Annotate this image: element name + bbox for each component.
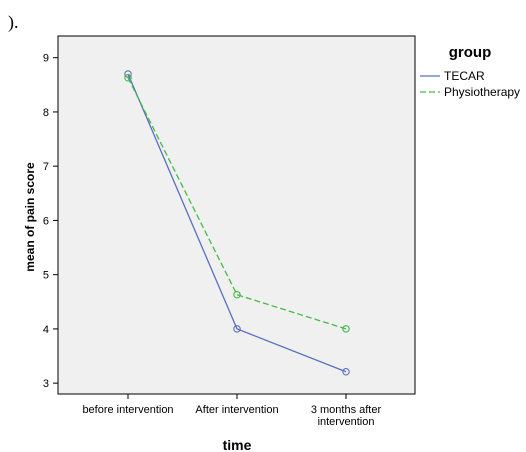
data-point-physiotherapy: [124, 74, 132, 82]
legend: group TECAR Physiotherapy: [420, 44, 520, 99]
data-point-tecar: [233, 325, 241, 333]
y-tick-label: 5: [43, 270, 49, 282]
y-axis-label: mean of pain score: [23, 162, 37, 272]
data-point-tecar: [124, 70, 132, 78]
x-axis: before intervention After intervention 3 m…: [82, 394, 381, 428]
data-point-tecar: [342, 368, 350, 376]
series-layer: [124, 70, 350, 376]
x-tick-label: 3 months after intervention: [311, 404, 382, 428]
y-tick-label: 8: [43, 107, 49, 119]
x-tick-label: before intervention: [82, 404, 173, 416]
x-tick-label: After intervention: [195, 404, 278, 416]
plot-area: [57, 35, 416, 395]
y-tick-label: 4: [43, 324, 49, 336]
data-point-physiotherapy: [233, 290, 241, 299]
legend-label-physiotherapy: Physiotherapy: [444, 85, 520, 99]
y-tick-label: 6: [43, 215, 49, 227]
legend-title: group: [449, 44, 492, 61]
y-tick-label: 3: [43, 378, 49, 390]
series-line-physiotherapy: [127, 77, 347, 330]
x-axis-label: time: [223, 437, 252, 452]
legend-label-tecar: TECAR: [444, 69, 485, 83]
y-tick-label: 7: [43, 161, 49, 173]
data-point-physiotherapy: [342, 325, 350, 333]
y-axis: 3 4 5 6 7 8 9: [43, 53, 58, 390]
y-tick-label: 9: [43, 53, 49, 65]
series-line-tecar: [127, 73, 347, 373]
stray-text: ).: [8, 12, 19, 32]
